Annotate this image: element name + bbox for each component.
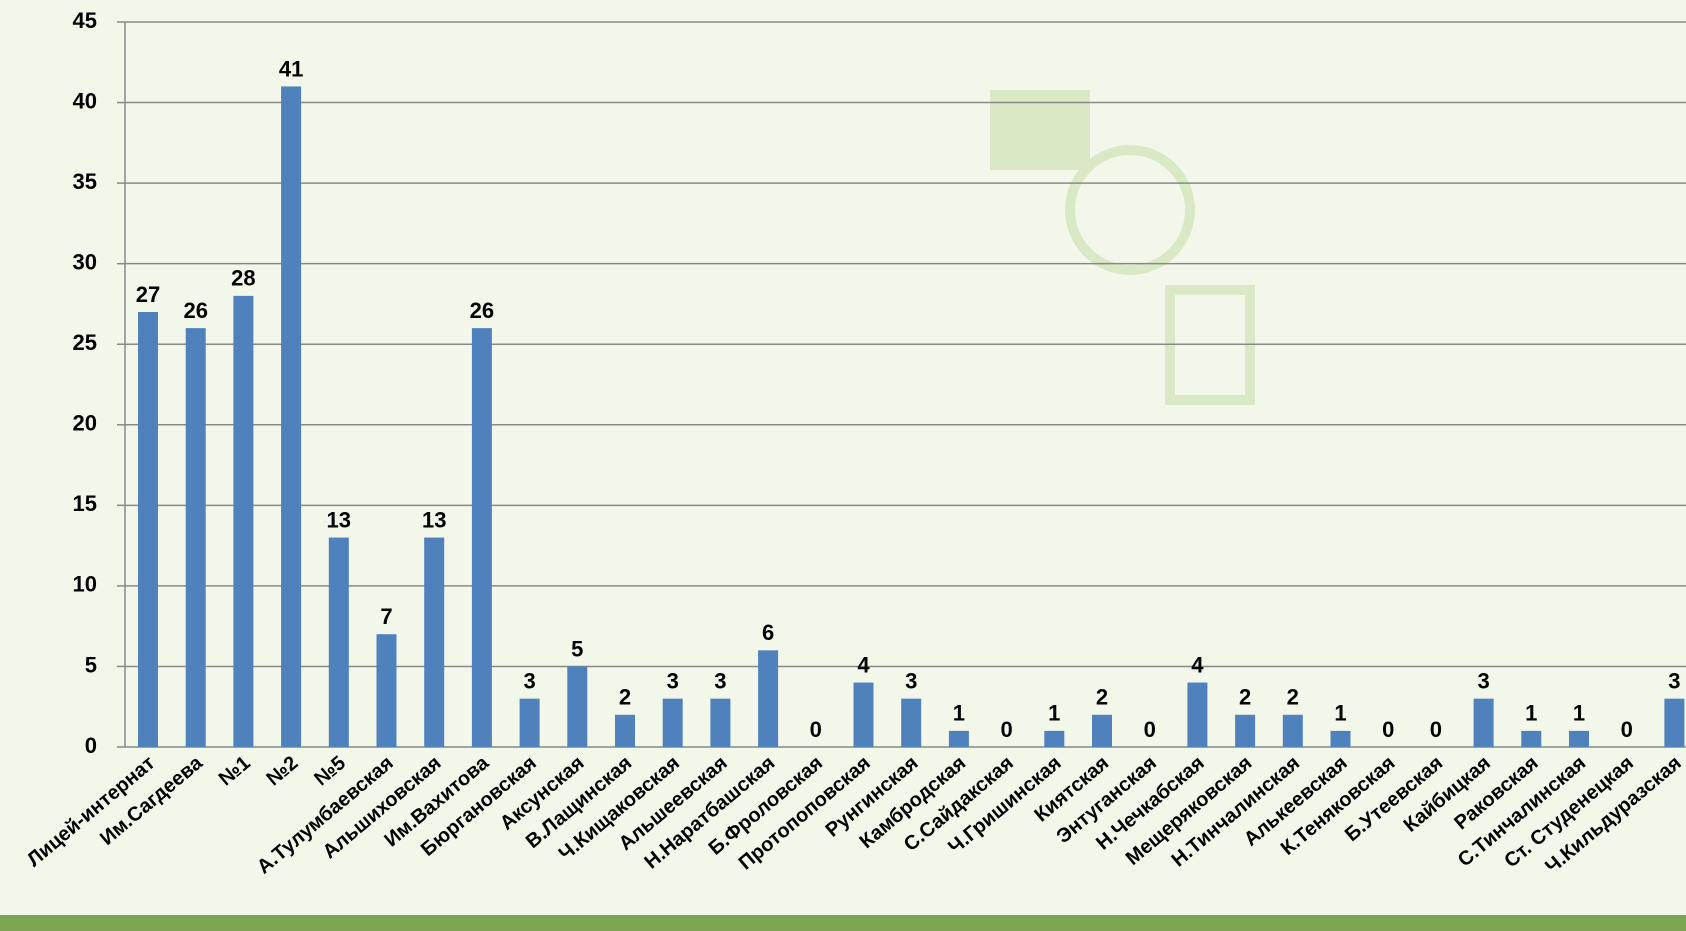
bar [1092, 714, 1112, 747]
value-label: 1 [1573, 701, 1585, 726]
value-label: 1 [1525, 701, 1537, 726]
bar [710, 698, 731, 747]
value-label: 13 [327, 507, 351, 532]
x-tick-label: №2 [263, 752, 303, 790]
decoration [1065, 145, 1195, 275]
value-label: 5 [571, 636, 583, 661]
bar [1044, 730, 1065, 747]
bar [185, 328, 206, 747]
decoration [1165, 285, 1255, 405]
value-label: 0 [1000, 717, 1012, 742]
bar [424, 537, 445, 747]
value-label: 3 [523, 668, 535, 693]
value-label: 3 [905, 668, 917, 693]
y-tick-label: 0 [85, 733, 97, 758]
value-label: 3 [1477, 668, 1489, 693]
bar [853, 682, 874, 747]
value-label: 2 [1239, 685, 1251, 710]
bar [901, 698, 922, 747]
value-label: 6 [762, 620, 774, 645]
bar [615, 714, 635, 747]
value-label: 13 [422, 507, 446, 532]
value-label: 1 [1048, 701, 1060, 726]
value-label: 26 [470, 298, 494, 323]
bar [1473, 698, 1494, 747]
value-label: 1 [1334, 701, 1346, 726]
y-tick-label: 15 [73, 491, 97, 516]
y-tick-label: 20 [73, 411, 97, 436]
bar [1282, 714, 1303, 747]
value-label: 3 [714, 668, 726, 693]
value-label: 26 [183, 298, 207, 323]
value-label: 4 [857, 652, 870, 677]
value-label: 2 [1096, 685, 1108, 710]
value-label: 1 [953, 701, 965, 726]
value-label: 2 [619, 685, 631, 710]
bar [1330, 730, 1351, 747]
y-tick-label: 35 [73, 169, 97, 194]
bar [948, 730, 969, 747]
bar [1235, 714, 1256, 747]
y-tick-label: 25 [73, 330, 97, 355]
value-label: 28 [231, 266, 255, 291]
decoration [990, 90, 1090, 170]
x-tick-label: №1 [215, 752, 255, 790]
y-tick-label: 45 [73, 8, 97, 33]
value-label: 27 [136, 282, 160, 307]
bar [328, 537, 349, 747]
value-label: 0 [1144, 717, 1156, 742]
value-label: 0 [1382, 717, 1394, 742]
value-label: 7 [380, 604, 392, 629]
bar [758, 650, 779, 747]
y-tick-label: 40 [73, 88, 97, 113]
value-label: 4 [1191, 652, 1204, 677]
bar [281, 86, 302, 747]
value-label: 0 [810, 717, 822, 742]
bar [233, 295, 254, 747]
value-label: 0 [1430, 717, 1442, 742]
y-tick-label: 10 [73, 572, 97, 597]
value-label: 3 [667, 668, 679, 693]
bar [1664, 698, 1685, 747]
bar [567, 666, 588, 747]
bar [1521, 730, 1542, 747]
bar [662, 698, 683, 747]
bar [471, 328, 492, 747]
value-label: 41 [279, 56, 303, 81]
bar [138, 312, 158, 747]
y-tick-label: 5 [85, 652, 97, 677]
bar [1187, 682, 1208, 747]
footer-band [0, 915, 1686, 931]
bar [376, 634, 397, 747]
y-tick-label: 30 [73, 249, 97, 274]
value-label: 3 [1668, 668, 1680, 693]
bar [1569, 730, 1589, 747]
bar [519, 698, 540, 747]
value-label: 2 [1287, 685, 1299, 710]
value-label: 0 [1621, 717, 1633, 742]
